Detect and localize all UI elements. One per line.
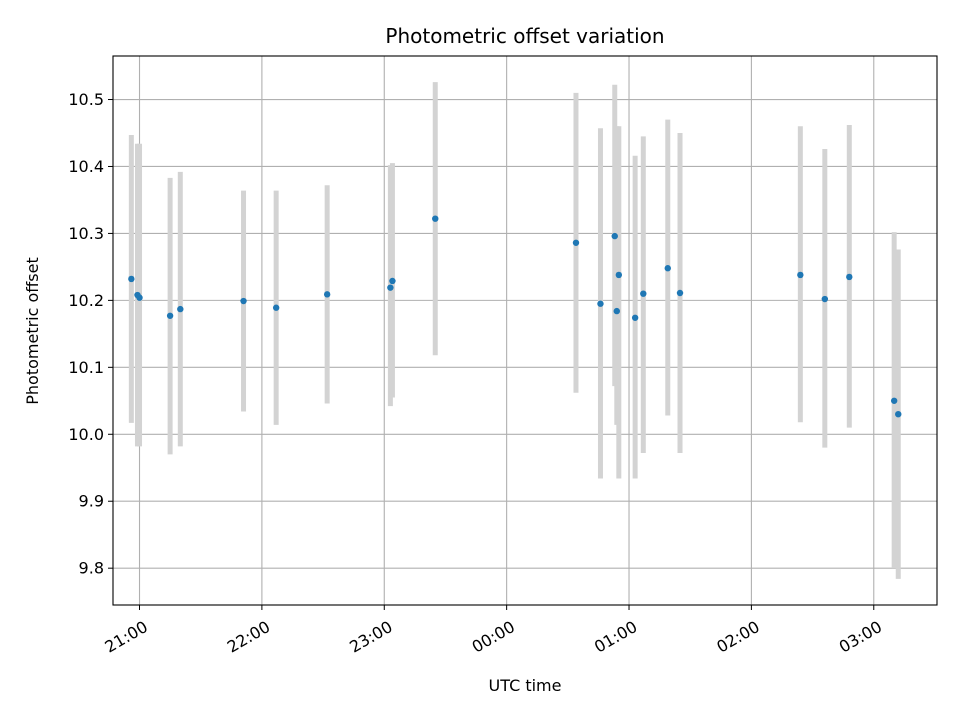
data-point	[177, 305, 184, 313]
data-point	[895, 410, 902, 418]
y-tick-label: 10.1	[68, 358, 104, 377]
y-axis-label: Photometric offset	[23, 257, 42, 405]
data-point	[597, 300, 604, 307]
y-tick-label: 10.3	[68, 224, 104, 243]
y-tick-label: 10.4	[68, 157, 104, 176]
data-point	[323, 291, 331, 298]
plot-frame	[112, 55, 938, 606]
data-point	[272, 304, 280, 311]
chart-title: Photometric offset variation	[385, 24, 664, 48]
data-point	[797, 271, 804, 279]
data-point	[136, 294, 143, 301]
y-tick-label: 9.9	[79, 492, 104, 511]
y-tick-label: 10.2	[68, 291, 104, 310]
data-point	[166, 312, 174, 319]
data-point	[613, 307, 620, 315]
y-tick-label: 10.0	[68, 425, 104, 444]
data-point	[389, 277, 396, 285]
point-layer	[128, 215, 902, 418]
data-point	[128, 275, 135, 283]
data-point	[615, 271, 623, 279]
data-point	[676, 289, 684, 297]
data-point	[240, 297, 247, 305]
x-axis-label: UTC time	[489, 676, 562, 695]
data-point	[846, 273, 853, 281]
data-point	[432, 215, 439, 222]
y-tick-label: 10.5	[68, 90, 104, 109]
data-point	[640, 290, 647, 297]
data-point	[821, 295, 829, 303]
data-point	[387, 284, 394, 291]
data-point	[611, 232, 618, 240]
data-point	[664, 265, 671, 272]
data-point	[572, 239, 580, 246]
data-point	[890, 397, 898, 404]
y-tick-label: 9.8	[79, 559, 104, 578]
data-point	[631, 314, 639, 321]
